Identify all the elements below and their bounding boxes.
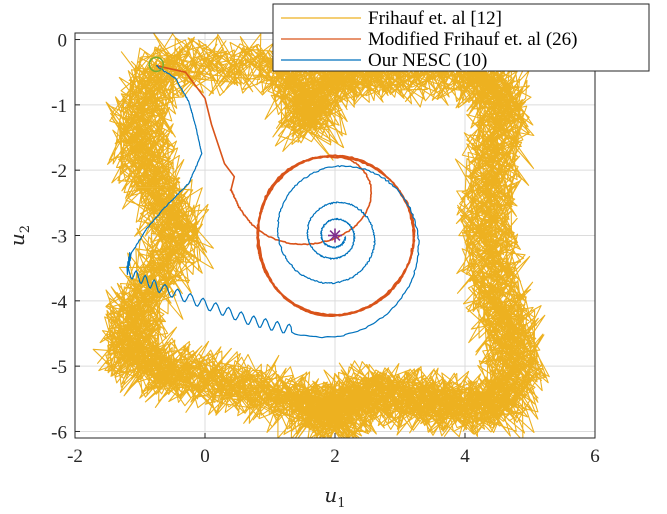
legend-label-our-nesc: Our NESC (10) [368,50,487,71]
y-tick-label: -6 [51,422,67,443]
y-tick-label: -4 [51,292,67,313]
y-axis-label-main: u [5,233,29,246]
x-tick-label: 6 [590,446,600,467]
x-ticks: -2 0 2 4 6 [67,433,600,467]
y-tick-label: -2 [51,161,67,182]
y-tick-label: -1 [51,96,67,117]
plot-area: -2 0 2 4 6 0 -1 -2 -3 -4 -5 -6 [51,31,600,467]
legend-label-modified-frihauf: Modified Frihauf et. al (26) [368,29,577,50]
series-our-nesc-line [126,64,420,339]
legend-box [272,3,650,72]
x-tick-label: 4 [460,446,470,467]
y-axis-label-sub: 2 [18,225,33,233]
y-tick-label: -3 [51,227,67,248]
x-axis-label: u1 [324,483,345,511]
series-frihauf-line [92,33,550,438]
start-marker [148,56,164,73]
y-tick-label: 0 [58,31,68,52]
legend-label-frihauf: Frihauf et. al [12] [368,8,502,29]
series-layer [92,33,550,438]
x-axis-label-main: u [324,483,337,507]
optimum-marker [328,228,342,243]
marker-layer [148,56,342,243]
x-tick-label: 0 [200,446,210,467]
y-ticks: 0 -1 -2 -3 -4 -5 -6 [51,31,80,443]
legend: Frihauf et. al [12] Modified Frihauf et.… [272,3,650,72]
y-axis-label: u2 [5,225,33,246]
series-modified-frihauf-line [156,64,416,317]
x-tick-label: 2 [330,446,340,467]
x-tick-label: -2 [67,446,83,467]
y-tick-label: -5 [51,357,67,378]
x-axis-label-sub: 1 [337,496,345,511]
